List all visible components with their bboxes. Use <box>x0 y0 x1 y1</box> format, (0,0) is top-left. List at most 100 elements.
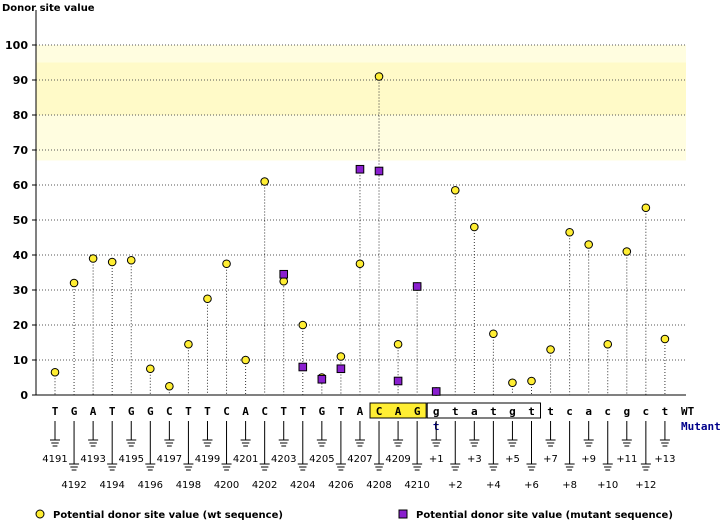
sequence-row: T 4191 G 4192 A 4193 T 4194 G 4195 G 4196 C 4197 T 4198… <box>42 402 720 491</box>
position-label: 4209 <box>385 454 410 465</box>
base-letter: T <box>204 405 211 418</box>
base-letter: t <box>528 405 535 418</box>
y-tick-label: 0 <box>20 389 28 402</box>
base-letter: t <box>662 405 669 418</box>
wt-point <box>184 339 193 349</box>
base-letter: C <box>376 405 383 418</box>
base-letter: C <box>223 405 230 418</box>
y-tick-label: 40 <box>13 249 29 262</box>
legend-wt-marker <box>35 509 45 519</box>
wt-point <box>508 378 517 388</box>
base-letter: t <box>547 405 554 418</box>
wt-point <box>107 257 117 267</box>
position-label: +4 <box>486 480 501 491</box>
position-label: 4200 <box>214 480 239 491</box>
position-label: 4208 <box>366 480 391 491</box>
base-letter: T <box>338 405 345 418</box>
exon-box <box>369 402 427 419</box>
wt-point <box>660 334 670 344</box>
wt-point <box>470 222 479 232</box>
position-label: 4206 <box>328 480 353 491</box>
base-letter: A <box>242 405 249 418</box>
y-axis-label: Donor site value <box>2 3 95 14</box>
y-tick-label: 100 <box>5 39 28 52</box>
stems <box>54 76 666 395</box>
mutant-point <box>374 166 384 176</box>
position-label: +9 <box>581 454 596 465</box>
wt-point <box>126 255 136 265</box>
wt-point <box>527 376 536 386</box>
wt-point <box>88 254 98 263</box>
position-label: +5 <box>505 454 520 465</box>
legend: Potential donor site value (wt sequence)… <box>35 509 673 520</box>
wt-point <box>355 259 365 269</box>
mutant-row-label: Mutant <box>681 420 720 433</box>
y-tick-label: 80 <box>13 109 29 122</box>
legend-mutant-marker <box>398 509 408 519</box>
position-label: 4199 <box>195 454 220 465</box>
mutant-point <box>298 362 308 372</box>
wt-point <box>603 339 613 349</box>
position-label: 4196 <box>138 480 163 491</box>
position-label: 4201 <box>233 454 258 465</box>
base-letter: c <box>643 405 650 418</box>
position-label: 4205 <box>309 454 334 465</box>
position-label: +13 <box>654 454 675 465</box>
mutant-point <box>431 387 441 396</box>
intron-box <box>426 402 542 419</box>
wt-point <box>260 177 269 186</box>
wt-point <box>374 72 384 81</box>
base-letter: T <box>280 405 287 418</box>
grid-lines <box>36 44 686 361</box>
mutant-point <box>412 282 422 291</box>
position-label: +2 <box>448 480 463 491</box>
legend-wt-label: Potential donor site value (wt sequence) <box>53 510 283 520</box>
position-label: +7 <box>543 454 558 465</box>
wt-point <box>165 381 174 391</box>
wt-point <box>336 352 346 361</box>
wt-point <box>279 276 289 286</box>
position-label: +12 <box>635 480 656 491</box>
base-letter: C <box>261 405 268 418</box>
base-letter: T <box>299 405 306 418</box>
legend-mutant-label: Potential donor site value (mutant seque… <box>416 510 673 520</box>
mutant-point <box>317 374 327 384</box>
base-letter: G <box>319 405 326 418</box>
base-letter: c <box>566 405 573 418</box>
wt-point <box>546 345 555 354</box>
base-letter: G <box>128 405 135 418</box>
base-letter: A <box>357 405 364 418</box>
base-letter: t <box>490 405 497 418</box>
base-letter: G <box>414 405 421 418</box>
mutant-point <box>336 364 346 374</box>
position-label: 4204 <box>290 480 315 491</box>
wt-point <box>450 185 460 195</box>
wt-row-label: WT <box>681 405 695 418</box>
base-letter: g <box>433 405 440 418</box>
position-label: +3 <box>467 454 482 465</box>
wt-point <box>393 339 403 349</box>
y-tick-label: 90 <box>13 74 29 87</box>
base-letter: c <box>604 405 611 418</box>
mutant-point <box>393 376 403 386</box>
position-label: +8 <box>562 480 577 491</box>
base-letter: T <box>52 405 59 418</box>
position-label: 4194 <box>99 480 124 491</box>
y-tick-label: 20 <box>13 319 29 332</box>
position-label: 4197 <box>157 454 182 465</box>
base-letter: G <box>71 405 78 418</box>
y-tick-label: 50 <box>13 214 29 227</box>
wt-point <box>584 240 593 249</box>
wt-point <box>50 367 60 377</box>
base-letter: a <box>585 405 592 418</box>
position-label: 4195 <box>119 454 144 465</box>
wt-point <box>641 203 651 213</box>
wt-point <box>222 259 231 269</box>
wt-point <box>146 364 155 374</box>
y-tick-label: 10 <box>13 354 29 367</box>
position-label: 4203 <box>271 454 296 465</box>
base-letter: T <box>185 405 192 418</box>
position-label: +1 <box>429 454 444 465</box>
base-letter: C <box>166 405 173 418</box>
